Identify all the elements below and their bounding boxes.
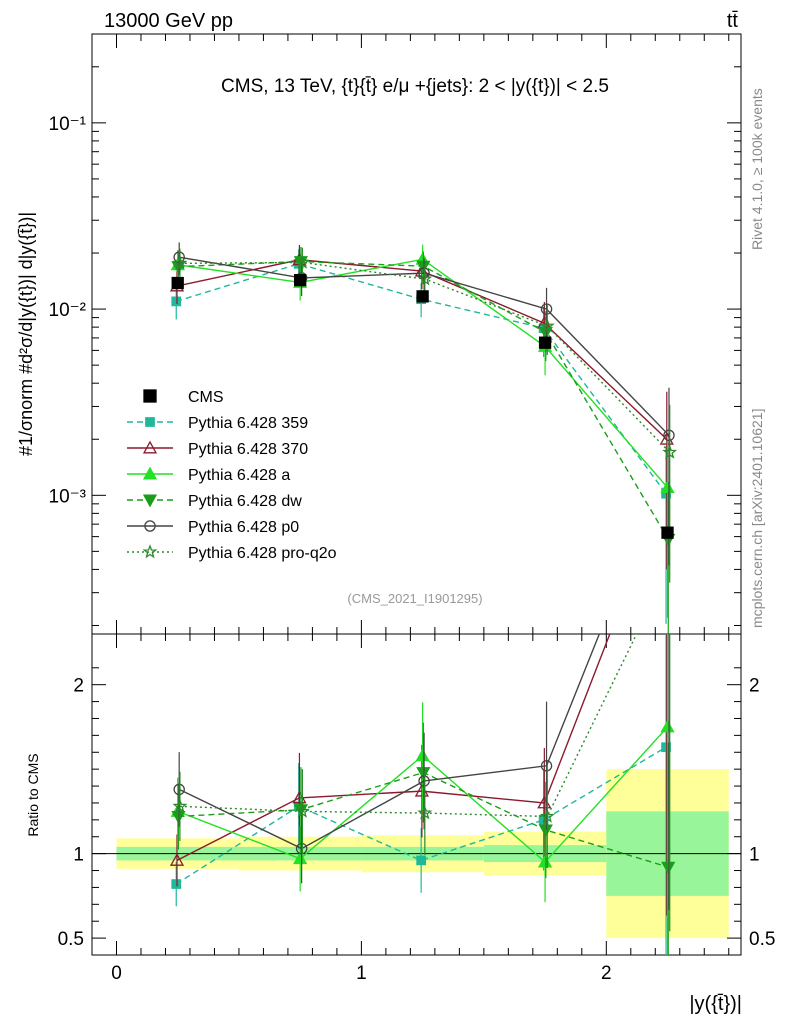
legend-marker [142, 466, 158, 480]
ratio-y-tick-label-right: 0.5 [749, 929, 775, 950]
data-point [538, 336, 552, 349]
data-point [171, 276, 184, 290]
legend-label: Pythia 6.428 a [188, 467, 290, 484]
ratio-series-pythia-6-428-370 [169, 634, 668, 916]
rivet-label: Rivet 4.1.0, ≥ 100k events [749, 88, 765, 250]
legend-item: Pythia 6.428 p0 [127, 519, 299, 536]
ratio-marker [538, 824, 553, 838]
legend-label: Pythia 6.428 dw [188, 493, 302, 510]
main-y-tick-label: 10⁻¹ [49, 114, 87, 135]
legend-marker [144, 520, 156, 532]
main-series-cms-data [171, 274, 674, 539]
main-y-tick-label: 10⁻² [49, 300, 87, 321]
ratio-marker [172, 798, 188, 813]
series-marker [417, 271, 433, 286]
legend-label: Pythia 6.428 370 [188, 441, 308, 458]
ratio-series-group [169, 634, 676, 955]
x-axis-label: |y({t̄})| [689, 993, 742, 1015]
ratio-marker [169, 853, 185, 866]
data-point [661, 526, 674, 539]
ratio-marker [171, 811, 186, 824]
ratio-marker [294, 803, 310, 818]
legend-marker [142, 494, 158, 508]
legend-label: Pythia 6.428 pro-q2o [188, 545, 337, 562]
x-tick-label: 2 [601, 963, 612, 984]
ratio-marker [540, 760, 553, 772]
series-marker [172, 255, 188, 270]
series-marker [539, 318, 555, 333]
x-tick-label: 0 [111, 963, 122, 984]
main-y-tick-label: 10⁻³ [49, 486, 87, 507]
legend-label: Pythia 6.428 p0 [188, 519, 299, 536]
ratio-marker [171, 879, 182, 889]
ratio-y-axis-label: Ratio to CMS [25, 753, 41, 836]
legend-marker [142, 440, 158, 454]
series-marker [663, 429, 675, 442]
legend-item: Pythia 6.428 dw [127, 493, 302, 510]
legend-marker [143, 389, 157, 403]
mcplots-label: mcplots.cern.ch [arXiv:2401.10621] [749, 409, 765, 628]
legend-label: Pythia 6.428 359 [188, 415, 308, 432]
series-marker [173, 251, 185, 263]
series-marker [416, 260, 431, 274]
ratio-series-pythia-6-428-a [170, 634, 675, 955]
ratio-y-tick-label: 2 [73, 676, 84, 697]
ratio-marker [416, 767, 431, 780]
ratio-marker [417, 805, 433, 820]
main-series-pythia-6-428-dw [171, 246, 676, 634]
ratio-y-tick-label-right: 1 [749, 845, 760, 866]
ratio-series-pythia-6-428-p0 [173, 634, 670, 911]
series-marker [540, 303, 553, 315]
series-marker [171, 296, 182, 307]
ratio-marker [295, 842, 308, 855]
ratio-line [175, 746, 667, 885]
series-marker [418, 267, 430, 279]
ratio-marker [661, 861, 676, 875]
x-tick-label: 1 [356, 963, 367, 984]
chart-title: CMS, 13 TeV, {t}{t̄} e/μ +{jets}: 2 < |y… [221, 76, 609, 97]
main-series-pythia-6-428-359 [171, 249, 671, 624]
legend-item-cms: CMS [143, 389, 224, 406]
ratio-marker [418, 775, 430, 787]
ratio-panel-frame [91, 633, 742, 956]
legend-item: Pythia 6.428 pro-q2o [127, 544, 337, 562]
main-panel-frame [91, 33, 742, 635]
legend-item: Pythia 6.428 370 [127, 440, 308, 458]
ratio-y-tick-label-right: 2 [749, 676, 760, 697]
main-y-axis-label: #1/σnorm #d²σ/d|y({t})| d|y({t̄})| [16, 212, 36, 456]
ratio-marker [539, 808, 555, 823]
ratio-marker [660, 719, 675, 733]
series-marker [660, 480, 675, 494]
series-marker [294, 254, 310, 269]
legend-marker [145, 417, 155, 427]
legend-marker [142, 544, 158, 559]
analysis-id: (CMS_2021_I1901295) [347, 591, 482, 606]
ratio-y-tick-label: 0.5 [58, 929, 84, 950]
series-marker [662, 444, 678, 459]
process-label: tt̄ [727, 10, 739, 32]
ratio-marker [173, 783, 185, 796]
legend-item: Pythia 6.428 a [127, 466, 290, 484]
ratio-marker [293, 851, 308, 865]
legend-item: Pythia 6.428 359 [127, 415, 308, 432]
legend-label: CMS [188, 389, 224, 406]
data-point [294, 274, 307, 287]
ratio-y-tick-label: 1 [73, 845, 84, 866]
collision-label: 13000 GeV pp [104, 10, 233, 32]
ratio-series-pythia-6-428-pro-q2o [172, 634, 671, 932]
ratio-marker [415, 748, 430, 762]
ratio-marker [537, 854, 553, 868]
ratio-marker [416, 855, 427, 866]
data-point [416, 290, 429, 303]
